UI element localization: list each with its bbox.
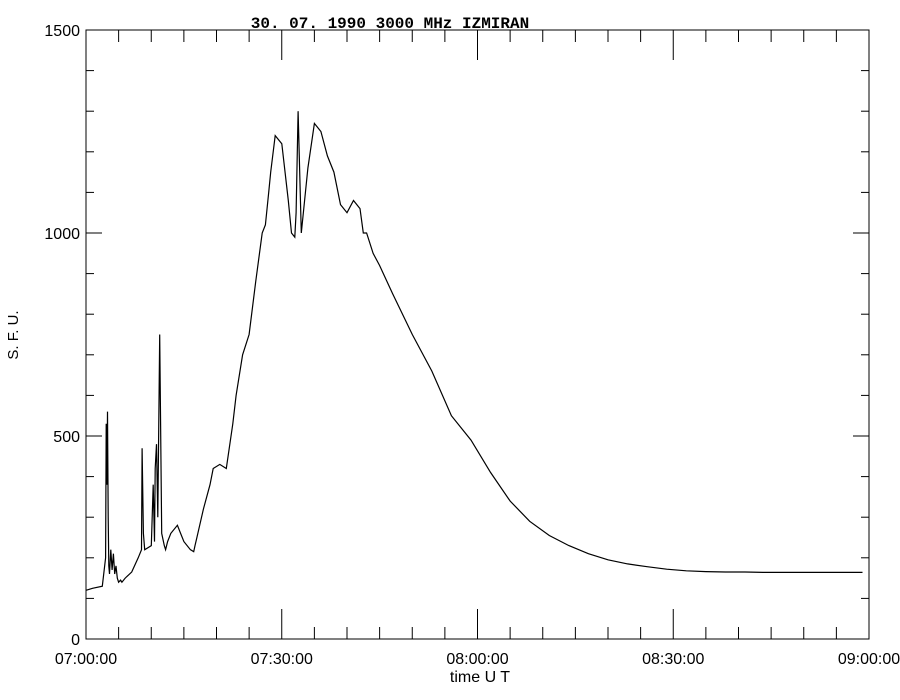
chart-title: 30. 07. 1990 3000 MHz IZMIRAN — [251, 15, 529, 33]
plot-frame — [85, 29, 870, 640]
x-tick-label: 07:30:00 — [251, 651, 313, 668]
y-tick-label: 0 — [71, 632, 80, 649]
y-axis-label: S. F. U. — [5, 310, 22, 359]
x-tick-label: 08:30:00 — [642, 651, 704, 668]
axes: 07:00:00 07:30:00 08:00:00 08:30:00 09:00:00… — [44, 23, 900, 668]
x-tick-label: 07:00:00 — [55, 651, 117, 668]
series-line — [85, 111, 863, 591]
y-tick-label: 1000 — [44, 226, 80, 243]
y-tick-label: 1500 — [44, 23, 80, 40]
x-tick-label: 09:00:00 — [838, 651, 900, 668]
x-tick-label: 08:00:00 — [446, 651, 508, 668]
y-tick-label: 500 — [53, 429, 80, 446]
x-axis-label: time U T — [450, 669, 510, 686]
